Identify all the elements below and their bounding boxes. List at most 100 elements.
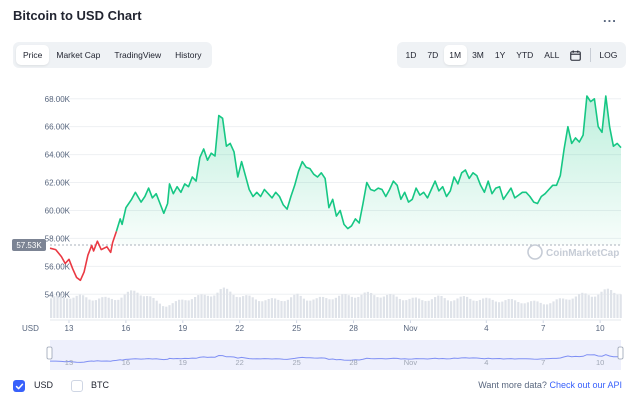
y-tick-label: 58.00K	[45, 234, 71, 243]
volume-bar	[152, 297, 155, 318]
chart-title: Bitcoin to USD Chart	[13, 8, 142, 23]
watermark-text: CoinMarketCap	[546, 248, 619, 259]
range-1d[interactable]: 1D	[405, 50, 417, 60]
y-tick-label: 64.00K	[45, 151, 71, 160]
calendar-icon[interactable]	[565, 45, 587, 65]
range-ytd[interactable]: YTD	[516, 50, 534, 60]
volume-bar	[149, 296, 152, 318]
volume-bar	[94, 300, 97, 318]
check-icon	[15, 383, 23, 389]
volume-bar	[430, 299, 433, 318]
log-scale-toggle[interactable]: LOG	[599, 50, 618, 60]
volume-bar	[133, 290, 136, 318]
time-range-selector: 1D 7D 1M 3M 1Y YTD ALL LOG	[397, 42, 626, 68]
btc-checkbox[interactable]	[71, 380, 83, 392]
volume-bar	[446, 300, 449, 318]
volume-bar	[123, 294, 126, 318]
more-data-text: Want more data?	[478, 380, 547, 390]
volume-bar	[587, 295, 590, 318]
volume-bar	[606, 288, 609, 318]
coinmarketcap-logo-icon	[527, 244, 543, 260]
volume-bar	[459, 296, 462, 318]
navigator-right-handle[interactable]	[617, 346, 624, 360]
volume-bar	[504, 300, 507, 318]
volume-bar	[475, 300, 478, 318]
volume-bar	[104, 296, 107, 318]
volume-bar	[59, 295, 62, 318]
price-chart[interactable]: 54.00K 56.00K 58.00K 60.00K 62.00K 64.00K 66.0…	[0, 0, 640, 376]
more-options-icon[interactable]: ...	[603, 10, 617, 25]
volume-bar	[50, 298, 53, 318]
x-tick-label: 4	[484, 324, 489, 333]
range-7d[interactable]: 7D	[427, 50, 439, 60]
volume-bar	[203, 294, 206, 318]
x-axis: 13 16 19 22 25 28 Nov 4 7 10	[50, 319, 621, 333]
volume-bar	[280, 301, 283, 318]
volume-bar	[443, 298, 446, 318]
chart-type-tabs: Price Market Cap TradingView History	[13, 42, 212, 68]
volume-bar	[565, 299, 568, 318]
api-link[interactable]: Check out our API	[549, 380, 622, 390]
volume-bar	[174, 301, 177, 318]
tab-price[interactable]: Price	[16, 45, 50, 65]
volume-bar	[395, 296, 398, 318]
volume-bar	[373, 295, 376, 318]
volume-bar	[75, 295, 78, 318]
navigator-window[interactable]	[50, 340, 621, 370]
volume-bar	[501, 301, 504, 318]
range-1y[interactable]: 1Y	[494, 50, 506, 60]
volume-bar	[350, 296, 353, 318]
price-line-above-reference	[115, 95, 622, 232]
tab-tradingview[interactable]: TradingView	[114, 50, 162, 60]
volume-bar	[498, 302, 501, 318]
volume-bar	[165, 306, 168, 318]
x-tick-label: 25	[292, 324, 301, 333]
volume-bar	[245, 295, 248, 318]
volume-bar	[482, 298, 485, 318]
volume-bar	[258, 301, 261, 318]
volume-bar	[370, 292, 373, 318]
volume-bar	[517, 302, 520, 318]
x-tick-label: 28	[349, 324, 358, 333]
volume-bars	[50, 287, 622, 318]
volume-bar	[402, 300, 405, 318]
volume-bar	[306, 300, 309, 318]
volume-bar	[210, 296, 213, 318]
range-1m[interactable]: 1M	[443, 45, 467, 65]
range-navigator[interactable]: 13 16 19 22 25 28 Nov 4 7 10	[46, 340, 624, 370]
volume-bar	[146, 296, 149, 318]
navigator-left-handle[interactable]	[46, 346, 53, 360]
tab-market-cap[interactable]: Market Cap	[56, 50, 101, 60]
volume-bar	[158, 303, 161, 318]
volume-bar	[194, 296, 197, 318]
volume-bar	[590, 296, 593, 318]
volume-bar	[200, 294, 203, 318]
volume-bar	[171, 303, 174, 318]
usd-checkbox[interactable]	[13, 380, 25, 392]
volume-bar	[248, 295, 251, 318]
volume-bar	[98, 298, 101, 318]
tab-history[interactable]: History	[175, 50, 202, 60]
volume-bar	[213, 295, 216, 318]
range-all[interactable]: ALL	[544, 50, 560, 60]
volume-bar	[178, 299, 181, 318]
volume-bar	[344, 294, 347, 318]
volume-bar	[597, 294, 600, 318]
volume-bar	[328, 299, 331, 318]
volume-bar	[533, 300, 536, 318]
volume-bar	[594, 296, 597, 318]
volume-bar	[485, 297, 488, 318]
volume-bar	[222, 287, 225, 318]
volume-bar	[325, 298, 328, 318]
volume-bar	[562, 298, 565, 318]
volume-bar	[414, 297, 417, 318]
volume-bar	[619, 294, 622, 318]
volume-bar	[190, 299, 193, 318]
volume-bar	[520, 303, 523, 318]
range-3m[interactable]: 3M	[472, 50, 484, 60]
volume-bar	[546, 304, 549, 318]
volume-bar	[357, 296, 360, 318]
usd-label: USD	[34, 380, 54, 390]
volume-bar	[242, 296, 245, 318]
